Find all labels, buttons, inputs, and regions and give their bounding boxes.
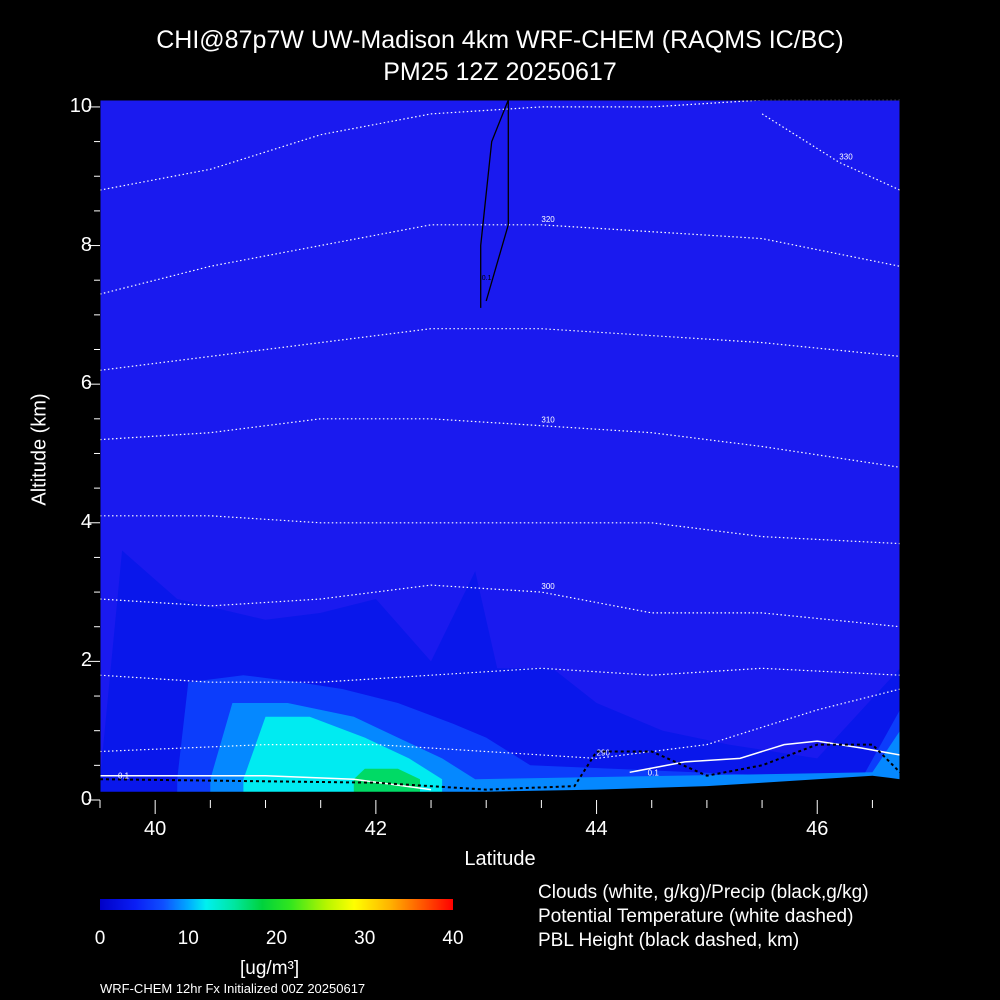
theta-contour-4 (99, 418, 901, 468)
colorbar-tick-label: 0 (94, 928, 106, 949)
x-tick-label: 44 (585, 818, 608, 840)
theta-contour-6 (99, 224, 901, 295)
chart-title-line1: CHI@87p7W UW-Madison 4km WRF-CHEM (RAQMS… (156, 26, 844, 54)
theta-label-320: 320 (541, 215, 555, 224)
precip-label-0: 0.1 (482, 275, 492, 282)
y-tick-label: 4 (80, 510, 92, 533)
cloud-label-1: 0.1 (648, 768, 660, 777)
cloud-label-0: 0.1 (118, 772, 130, 781)
y-tick-label: 6 (80, 372, 92, 395)
theta-contour-3 (100, 515, 901, 545)
y-tick-label: 0 (80, 788, 92, 810)
pbl-height-line (99, 743, 901, 791)
plot-frame (99, 99, 901, 801)
theta-contour-2 (99, 584, 901, 628)
terrain (100, 775, 900, 800)
theta-contour-5 (99, 328, 901, 371)
y-tick-label: 10 (69, 94, 92, 117)
theta-contour-1 (99, 667, 901, 683)
colorbar-tick-label: 40 (442, 928, 464, 949)
footer-note: WRF-CHEM 12hr Fx Initialized 00Z 2025061… (100, 981, 366, 996)
precip-contour-0 (480, 99, 509, 308)
legend-pbl-height: PBL Height (black dashed, km) (538, 930, 800, 951)
theta-contour-7 (99, 99, 900, 191)
theta-label-330: 330 (839, 152, 853, 161)
theta-contour-0 (99, 688, 901, 760)
theta-label-290: 290 (597, 748, 611, 757)
x-tick-label: 42 (364, 818, 387, 840)
y-tick-label: 8 (80, 233, 92, 256)
colorbar-unit: [ug/m³] (240, 958, 300, 979)
cloud-contour-0 (100, 774, 432, 791)
y-tick-label: 2 (80, 649, 92, 672)
x-tick-label: 46 (806, 818, 829, 840)
theta-label-310: 310 (541, 416, 555, 425)
colorbar-tick-label: 20 (265, 928, 288, 949)
colorbar-tick-label: 30 (354, 928, 376, 949)
x-axis-label: Latitude (464, 848, 536, 870)
theta-label-300: 300 (541, 582, 555, 591)
cloud-contour-1 (629, 740, 901, 774)
x-tick-label: 40 (144, 818, 167, 840)
chart-title-line2: PM25 12Z 20250617 (383, 58, 617, 86)
colorbar-tick-label: 10 (177, 928, 199, 949)
legend-clouds-precip: Clouds (white, g/kg)/Precip (black,g/kg) (538, 882, 869, 903)
y-axis-label: Altitude (km) (28, 393, 51, 506)
legend-potential-temperature: Potential Temperature (white dashed) (538, 906, 854, 927)
colorbar (100, 899, 453, 910)
